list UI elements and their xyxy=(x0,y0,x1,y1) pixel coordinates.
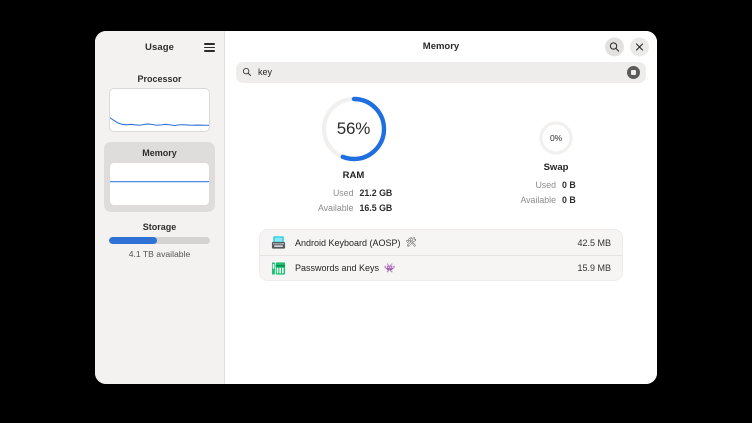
process-list-wrap: Android Keyboard (AOSP) 🛠 42.5 MB xyxy=(225,215,657,281)
ram-used-value: 21.2 GB xyxy=(359,188,393,198)
sidebar-item-storage-label: Storage xyxy=(142,222,177,232)
sidebar-item-processor-label: Processor xyxy=(137,74,182,84)
searchbar-wrap: key xyxy=(225,62,657,91)
swap-available-row: Available 0 B xyxy=(469,193,644,208)
process-memory-size: 42.5 MB xyxy=(577,237,611,248)
sidebar-title: Usage xyxy=(144,42,174,53)
swap-available-key: Available xyxy=(520,194,556,205)
page-title: Memory xyxy=(422,41,460,52)
clear-icon[interactable] xyxy=(627,66,640,79)
mask-glyph: 👾 xyxy=(384,262,396,273)
swap-usage-ring: 0% xyxy=(539,121,573,155)
search-icon xyxy=(242,64,252,82)
close-icon xyxy=(635,42,644,51)
ram-available-row: Available 16.5 GB xyxy=(239,201,469,216)
sidebar-item-memory[interactable]: Memory xyxy=(104,142,215,212)
swap-used-value: 0 B xyxy=(562,180,576,190)
ram-meter: 56% RAM Used 21.2 GB Available 16.5 GB xyxy=(239,95,469,215)
sidebar-item-processor[interactable]: Processor xyxy=(104,68,215,138)
storage-available-label: 4.1 TB available xyxy=(128,249,191,259)
search-input[interactable]: key xyxy=(258,67,273,77)
ram-usage-ring: 56% xyxy=(320,95,388,163)
table-row[interactable]: Passwords and Keys 👾 15.9 MB xyxy=(260,255,622,280)
swap-used-key: Used xyxy=(535,180,556,190)
sidebar: Usage Processor Memory xyxy=(95,31,225,384)
ram-stats: Used 21.2 GB Available 16.5 GB xyxy=(239,186,469,215)
storage-progress-fill xyxy=(109,237,158,244)
ram-available-key: Available xyxy=(317,202,354,213)
sidebar-body: Processor Memory xyxy=(95,62,224,261)
search-field[interactable]: key xyxy=(236,62,646,83)
process-name-text: Passwords and Keys xyxy=(295,263,380,273)
sidebar-item-storage[interactable]: Storage 4.1 TB available xyxy=(104,216,215,261)
passwords-and-keys-icon xyxy=(271,261,286,276)
ram-percent-label: 56% xyxy=(336,119,371,138)
memory-meters: 56% RAM Used 21.2 GB Available 16.5 GB xyxy=(225,91,657,215)
swap-stats: Used 0 B Available 0 B xyxy=(469,178,644,207)
main-content: Memory xyxy=(225,31,657,384)
process-name: Passwords and Keys 👾 xyxy=(295,263,568,273)
process-memory-size: 15.9 MB xyxy=(577,263,611,273)
search-toggle-button[interactable] xyxy=(605,37,624,56)
ram-used-row: Used 21.2 GB xyxy=(239,186,469,201)
storage-progress-bar xyxy=(109,237,210,244)
sidebar-item-memory-label: Memory xyxy=(142,148,177,158)
tools-glyph: 🛠 xyxy=(405,237,417,247)
resources-window: Usage Processor Memory xyxy=(95,31,657,384)
process-name: Android Keyboard (AOSP) 🛠 xyxy=(295,238,568,248)
swap-available-value: 0 B xyxy=(562,194,576,205)
swap-used-row: Used 0 B xyxy=(469,178,644,193)
processor-usage-graph xyxy=(109,88,210,132)
ram-label: RAM xyxy=(342,170,365,181)
process-name-text: Android Keyboard (AOSP) xyxy=(295,237,401,248)
close-button[interactable] xyxy=(630,37,649,56)
table-row[interactable]: Android Keyboard (AOSP) 🛠 42.5 MB xyxy=(260,230,622,255)
swap-label: Swap xyxy=(543,162,569,173)
swap-meter: 0% Swap Used 0 B Available 0 B xyxy=(469,95,644,207)
search-icon xyxy=(609,41,620,52)
titlebar-actions xyxy=(605,37,649,56)
ram-used-key: Used xyxy=(332,188,354,198)
sidebar-header: Usage xyxy=(95,33,224,62)
titlebar: Memory xyxy=(225,31,657,62)
android-keyboard-icon xyxy=(271,235,286,250)
swap-percent-label: 0% xyxy=(550,133,562,143)
hamburger-menu-icon[interactable] xyxy=(201,40,217,56)
ram-available-value: 16.5 GB xyxy=(359,202,393,213)
memory-usage-graph xyxy=(109,162,210,206)
process-list: Android Keyboard (AOSP) 🛠 42.5 MB xyxy=(259,229,623,281)
